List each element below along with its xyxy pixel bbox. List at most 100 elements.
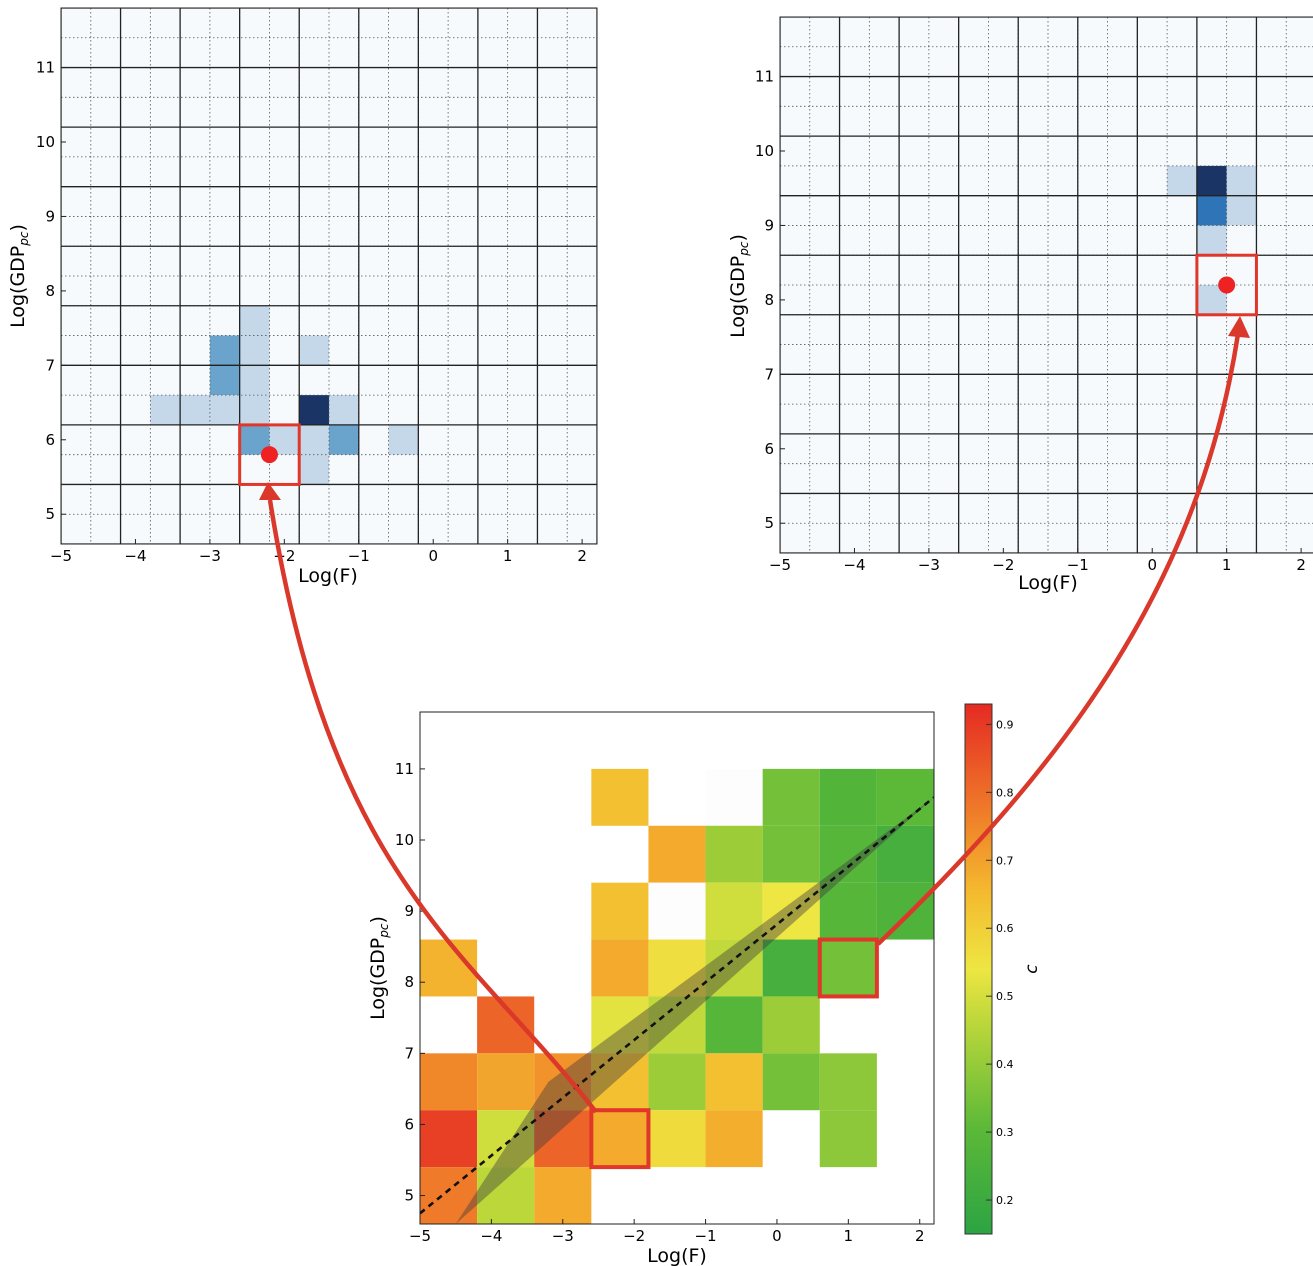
main-heat-cell [591,1110,648,1167]
left-heat-cell [180,395,210,425]
left-y-tick-label: 9 [45,207,55,225]
left-y-tick-label: 7 [45,356,55,374]
left-x-tick-label: −4 [124,547,146,565]
left-heat-cell [240,306,270,336]
main-heat-cell [591,940,648,997]
main-y-label-sub: pc [377,923,391,939]
left-heat-cell [210,395,240,425]
main-heat-cell [706,1110,763,1167]
colorbar-tick-label: 0.9 [996,718,1014,731]
main-heat-cell [534,1167,591,1224]
main-heat-cell [420,1167,477,1224]
left-heat-cell [329,395,359,425]
main-heat-cell [591,883,648,940]
left-y-tick-label: 10 [36,133,55,151]
right-heatmap-panel: −5 −4 −3 −2 −1 0 1 2 5 6 7 8 9 10 11 Log(F) Log(GDPpc… [727,17,1313,594]
main-heat-cell [648,1053,705,1110]
left-red-dot-marker [261,446,278,463]
right-x-tick-label: −3 [918,556,940,574]
right-x-axis-label: Log(F) [1018,572,1078,594]
main-heatmap-cells [420,712,934,1224]
main-y-tick-label: 9 [404,902,414,920]
main-heat-cell [706,1053,763,1110]
main-heat-cell [820,1053,877,1110]
right-x-tick-label: 2 [1296,556,1306,574]
main-x-tick-label: −2 [623,1227,645,1245]
right-x-tick-label: −4 [843,556,865,574]
main-y-axis-label: Log(GDPpc) [367,916,391,1020]
left-heat-cell [240,336,270,366]
left-y-label-sub: pc [17,231,31,247]
left-heat-cell [240,395,270,425]
right-heat-cell [1197,166,1227,196]
left-x-tick-label: −5 [50,547,72,565]
right-x-tick-label: 1 [1222,556,1232,574]
right-y-tick-label: 6 [764,440,774,458]
right-y-axis-label: Log(GDPpc) [727,234,751,338]
right-y-tick-label: 7 [764,365,774,383]
right-x-tick-label: −5 [769,556,791,574]
main-y-tick-label: 5 [404,1187,414,1205]
main-heat-cell [763,769,820,826]
right-heat-cell [1197,225,1227,255]
left-x-tick-label: 1 [503,547,513,565]
main-heat-cell [648,826,705,883]
main-heat-cell [706,826,763,883]
colorbar-tick-label: 0.2 [996,1194,1014,1207]
left-heat-cell [389,425,419,455]
right-y-label-close: ) [727,234,749,241]
main-y-tick-label: 8 [404,973,414,991]
right-heat-cell [1197,196,1227,226]
right-x-tick-label: −2 [992,556,1014,574]
colorbar-tick-label: 0.6 [996,922,1014,935]
left-heat-cell [329,425,359,455]
right-x-tick-label: 0 [1147,556,1157,574]
main-heat-cell [820,769,877,826]
right-y-label-sub: pc [737,241,751,257]
colorbar-label: c [1022,964,1042,974]
main-heat-cell [820,940,877,997]
main-heat-cell [763,1053,820,1110]
main-heat-cell [591,769,648,826]
right-y-tick-label: 11 [755,68,774,86]
colorbar-tick-label: 0.8 [996,786,1014,799]
left-y-label-close: ) [7,224,29,231]
main-y-tick-label: 11 [395,760,414,778]
left-heat-cell [299,455,329,485]
right-y-tick-label: 9 [764,216,774,234]
right-heat-cell [1227,166,1257,196]
left-heat-cell [299,395,329,425]
left-x-tick-label: 0 [428,547,438,565]
left-x-tick-label: 2 [577,547,587,565]
main-x-tick-label: 0 [772,1227,782,1245]
main-y-tick-label: 10 [395,831,414,849]
main-y-tick-label: 6 [404,1115,414,1133]
left-heat-cell [210,336,240,366]
main-y-tick-label: 7 [404,1044,414,1062]
main-heat-cell [763,940,820,997]
right-y-tick-label: 8 [764,291,774,309]
left-x-tick-label: −3 [199,547,221,565]
right-heat-cell [1227,196,1257,226]
right-y-tick-label: 10 [755,142,774,160]
main-heat-cell [763,826,820,883]
main-x-tick-label: −3 [552,1227,574,1245]
main-heat-cell [706,769,763,826]
main-heat-cell [820,1110,877,1167]
main-y-label-close: ) [367,916,389,923]
main-heat-cell [648,1110,705,1167]
right-heat-cell [1167,166,1197,196]
main-heat-cell [763,996,820,1053]
main-x-tick-label: −5 [409,1227,431,1245]
main-heat-cell [877,883,934,940]
main-x-tick-label: 1 [844,1227,854,1245]
left-y-axis-label: Log(GDPpc) [7,224,31,328]
left-x-axis-label: Log(F) [298,565,358,587]
main-x-axis-label: Log(F) [647,1245,707,1266]
main-heatmap-panel: −5 −4 −3 −2 −1 0 1 2 567891011 Log(F) Log(GDPpc… [367,704,1042,1266]
left-heat-cell [210,365,240,395]
colorbar-gradient [965,704,992,1234]
left-y-tick-label: 5 [45,505,55,523]
